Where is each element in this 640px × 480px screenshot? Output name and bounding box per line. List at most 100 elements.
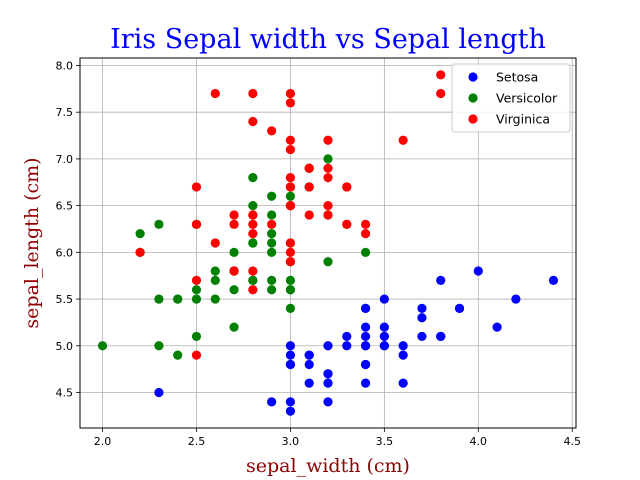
point-versicolor — [267, 275, 277, 285]
point-virginica — [342, 219, 352, 229]
point-virginica — [360, 219, 371, 229]
point-versicolor — [267, 210, 277, 220]
point-setosa — [360, 341, 371, 351]
point-versicolor — [191, 285, 202, 295]
point-setosa — [154, 387, 164, 398]
point-virginica — [248, 116, 258, 127]
point-setosa — [398, 341, 408, 351]
y-tick-label: 7.5 — [56, 106, 74, 119]
x-tick-label: 3.5 — [376, 435, 394, 448]
point-setosa — [436, 331, 446, 342]
point-virginica — [323, 201, 333, 211]
point-virginica — [304, 182, 314, 192]
point-versicolor — [267, 229, 277, 239]
point-setosa — [398, 350, 408, 360]
point-virginica — [229, 210, 239, 220]
point-versicolor — [248, 201, 258, 211]
point-setosa — [511, 294, 521, 304]
point-setosa — [323, 378, 333, 388]
y-tick-label: 8.0 — [56, 59, 74, 72]
point-versicolor — [285, 191, 296, 201]
point-virginica — [342, 182, 352, 192]
point-setosa — [285, 397, 296, 407]
point-virginica — [210, 238, 220, 248]
point-setosa — [304, 359, 314, 370]
y-tick-label: 7.0 — [56, 153, 74, 166]
point-virginica — [285, 182, 296, 192]
point-virginica — [191, 182, 202, 192]
y-tick-label: 6.5 — [56, 200, 74, 213]
point-virginica — [267, 219, 277, 229]
point-virginica — [248, 88, 258, 99]
point-versicolor — [210, 266, 220, 276]
point-versicolor — [267, 285, 277, 295]
point-versicolor — [360, 247, 371, 257]
point-versicolor — [173, 350, 183, 360]
x-tick-label: 3.0 — [282, 435, 300, 448]
point-setosa — [379, 322, 389, 332]
point-versicolor — [191, 294, 202, 304]
point-setosa — [398, 378, 408, 388]
legend: Setosa Versicolor Virginica — [451, 63, 571, 133]
point-virginica — [436, 88, 446, 99]
point-setosa — [285, 341, 296, 351]
point-versicolor — [154, 341, 164, 351]
y-tick-label: 4.5 — [56, 386, 74, 399]
point-setosa — [360, 303, 371, 314]
point-versicolor — [191, 331, 202, 342]
point-setosa — [360, 331, 371, 342]
point-versicolor — [154, 219, 164, 229]
point-virginica — [248, 229, 258, 239]
point-virginica — [323, 163, 333, 173]
point-virginica — [323, 210, 333, 220]
point-virginica — [304, 210, 314, 220]
x-tick-label: 2.0 — [94, 435, 112, 448]
legend-label-virginica: Virginica — [496, 112, 550, 127]
chart-title: Iris Sepal width vs Sepal length — [110, 24, 546, 55]
point-versicolor — [135, 229, 145, 239]
y-tick-label: 5.5 — [56, 293, 74, 306]
x-axis-ticks: 2.0 2.5 3.0 3.5 4.0 4.5 — [94, 428, 581, 448]
point-versicolor — [267, 238, 277, 248]
point-virginica — [248, 285, 258, 295]
point-virginica — [436, 70, 446, 80]
point-virginica — [285, 172, 296, 183]
point-setosa — [417, 313, 427, 323]
point-virginica — [304, 163, 314, 173]
point-versicolor — [323, 257, 333, 267]
point-setosa — [323, 397, 333, 407]
point-virginica — [360, 229, 371, 239]
point-virginica — [248, 219, 258, 229]
point-virginica — [285, 257, 296, 267]
point-virginica — [191, 350, 202, 360]
point-versicolor — [267, 191, 277, 201]
point-setosa — [492, 322, 502, 332]
point-setosa — [360, 322, 371, 332]
x-tick-label: 4.0 — [470, 435, 488, 448]
legend-marker-virginica — [468, 114, 478, 124]
legend-label-setosa: Setosa — [496, 70, 538, 85]
plot-frame — [79, 57, 577, 429]
legend-marker-versicolor — [468, 93, 478, 103]
point-setosa — [548, 275, 559, 285]
point-setosa — [323, 341, 333, 351]
y-axis-ticks: 4.5 5.0 5.5 6.0 6.5 7.0 7.5 8.0 — [56, 59, 80, 399]
point-virginica — [248, 210, 258, 220]
point-versicolor — [154, 294, 164, 304]
point-versicolor — [229, 322, 239, 332]
point-virginica — [285, 238, 296, 248]
point-setosa — [379, 341, 389, 351]
point-setosa — [417, 331, 427, 342]
point-setosa — [323, 369, 333, 379]
x-tick-label: 2.5 — [188, 435, 206, 448]
point-versicolor — [173, 294, 183, 304]
point-virginica — [285, 98, 296, 108]
point-versicolor — [248, 172, 258, 183]
y-tick-label: 6.0 — [56, 246, 74, 259]
point-virginica — [285, 201, 296, 211]
point-setosa — [360, 359, 371, 370]
point-versicolor — [248, 238, 258, 248]
point-versicolor — [229, 285, 239, 295]
point-versicolor — [285, 303, 296, 314]
point-versicolor — [248, 275, 258, 285]
